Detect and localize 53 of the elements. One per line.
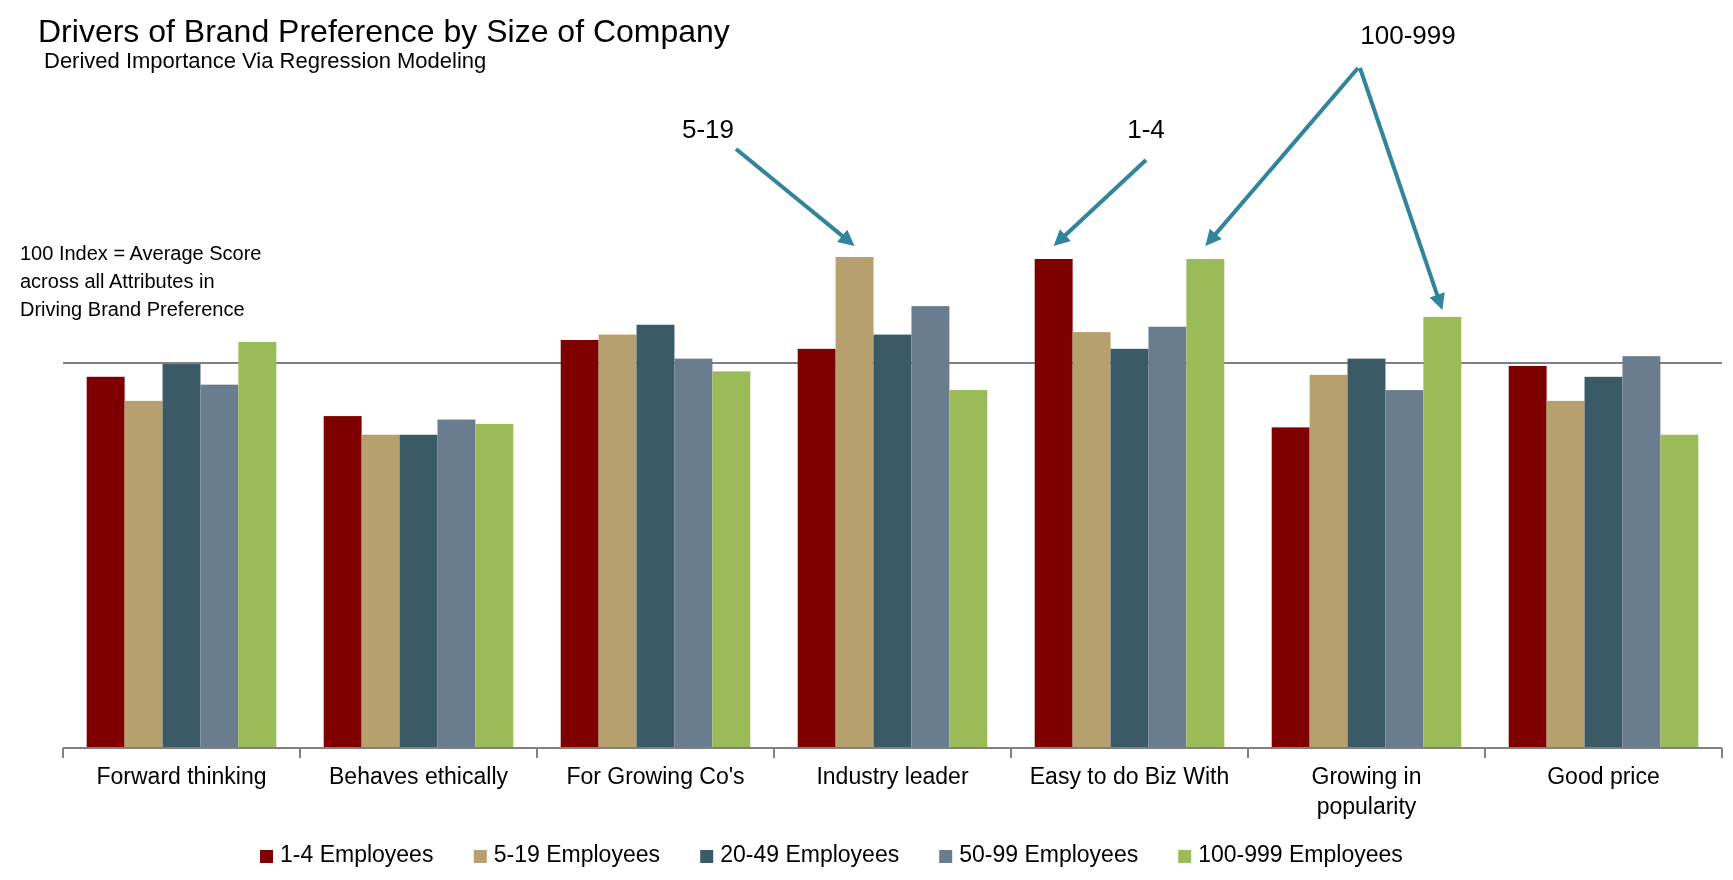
bar bbox=[399, 434, 438, 748]
bar bbox=[1385, 390, 1424, 748]
legend-label: 50-99 Employees bbox=[959, 841, 1139, 867]
bar bbox=[1508, 366, 1547, 748]
legend-label: 100-999 Employees bbox=[1198, 841, 1403, 867]
x-tick-label: Growing in popularity bbox=[1311, 763, 1422, 819]
legend-label: 1-4 Employees bbox=[280, 841, 434, 867]
chart-subtitle: Derived Importance Via Regression Modeling bbox=[44, 48, 487, 73]
bar bbox=[598, 334, 637, 748]
text: 1-4 bbox=[1127, 114, 1165, 144]
bar bbox=[1034, 258, 1073, 748]
bar bbox=[475, 423, 514, 748]
bar bbox=[674, 358, 713, 748]
bar bbox=[1423, 316, 1462, 748]
bar bbox=[238, 341, 277, 748]
bar bbox=[1660, 434, 1699, 748]
bar bbox=[797, 348, 836, 748]
bar bbox=[911, 306, 950, 748]
bar bbox=[636, 324, 675, 748]
bar bbox=[124, 400, 163, 748]
bar bbox=[1546, 400, 1585, 748]
bar bbox=[1271, 427, 1310, 748]
text: 5-19 bbox=[681, 114, 735, 144]
bar bbox=[1309, 374, 1348, 748]
bar bbox=[873, 334, 912, 748]
bar bbox=[323, 416, 362, 748]
bar bbox=[1110, 348, 1149, 748]
chart-title: Drivers of Brand Preference by Size of Company bbox=[38, 13, 730, 49]
bar bbox=[361, 434, 400, 748]
x-tick-label: Forward thinking bbox=[96, 763, 267, 789]
bar bbox=[560, 339, 599, 748]
legend-label: 5-19 Employees bbox=[493, 841, 660, 867]
x-tick-label: Good price bbox=[1547, 763, 1660, 789]
bar bbox=[437, 419, 476, 748]
bar bbox=[200, 384, 239, 748]
text: 100-999 bbox=[1360, 20, 1456, 50]
bar bbox=[835, 257, 874, 748]
bar bbox=[1186, 258, 1225, 748]
x-tick-label: Behaves ethically bbox=[329, 763, 509, 789]
x-tick-label: Industry leader bbox=[816, 763, 969, 789]
ref-line-label: 100 Index = Average Score across all Attributes in Driving Brand Preference bbox=[20, 242, 262, 320]
bar bbox=[162, 364, 201, 748]
bar bbox=[1622, 356, 1661, 748]
bar bbox=[1072, 332, 1111, 748]
x-tick-label: Easy to do Biz With bbox=[1029, 763, 1230, 789]
legend-label: 20-49 Employees bbox=[720, 841, 900, 867]
x-tick-label: For Growing Co's bbox=[566, 763, 745, 789]
bar bbox=[1347, 358, 1386, 748]
bar bbox=[86, 376, 125, 748]
bar bbox=[949, 390, 988, 748]
bar bbox=[712, 371, 751, 748]
bar bbox=[1148, 326, 1187, 748]
bar bbox=[1584, 376, 1623, 748]
